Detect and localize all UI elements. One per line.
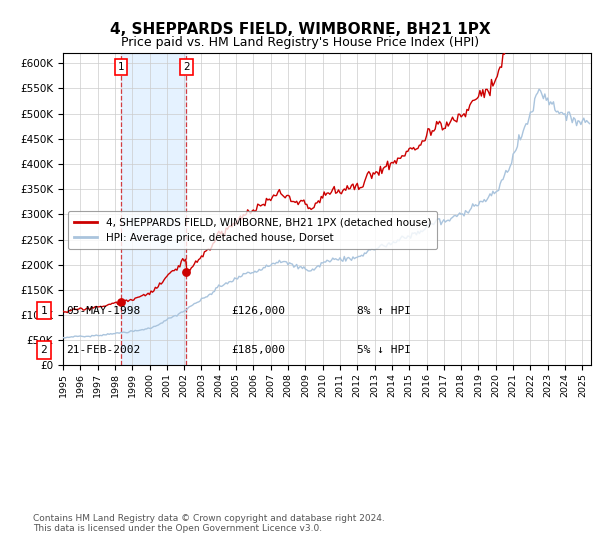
Bar — [121, 53, 187, 366]
Text: 1: 1 — [118, 62, 124, 72]
Text: 1: 1 — [40, 306, 47, 316]
Text: Contains HM Land Registry data © Crown copyright and database right 2024.
This d: Contains HM Land Registry data © Crown c… — [33, 514, 385, 534]
Point — [116, 297, 126, 306]
Text: 21-FEB-2002: 21-FEB-2002 — [66, 345, 140, 355]
Text: 8% ↑ HPI: 8% ↑ HPI — [357, 306, 411, 316]
Text: 2: 2 — [40, 345, 47, 355]
Legend: 4, SHEPPARDS FIELD, WIMBORNE, BH21 1PX (detached house), HPI: Average price, det: 4, SHEPPARDS FIELD, WIMBORNE, BH21 1PX (… — [68, 211, 437, 249]
Text: 5% ↓ HPI: 5% ↓ HPI — [357, 345, 411, 355]
Text: £126,000: £126,000 — [231, 306, 285, 316]
Text: 4, SHEPPARDS FIELD, WIMBORNE, BH21 1PX: 4, SHEPPARDS FIELD, WIMBORNE, BH21 1PX — [110, 22, 490, 38]
Text: Price paid vs. HM Land Registry's House Price Index (HPI): Price paid vs. HM Land Registry's House … — [121, 36, 479, 49]
Text: 05-MAY-1998: 05-MAY-1998 — [66, 306, 140, 316]
Text: £185,000: £185,000 — [231, 345, 285, 355]
Text: 2: 2 — [183, 62, 190, 72]
Point — [182, 268, 191, 277]
